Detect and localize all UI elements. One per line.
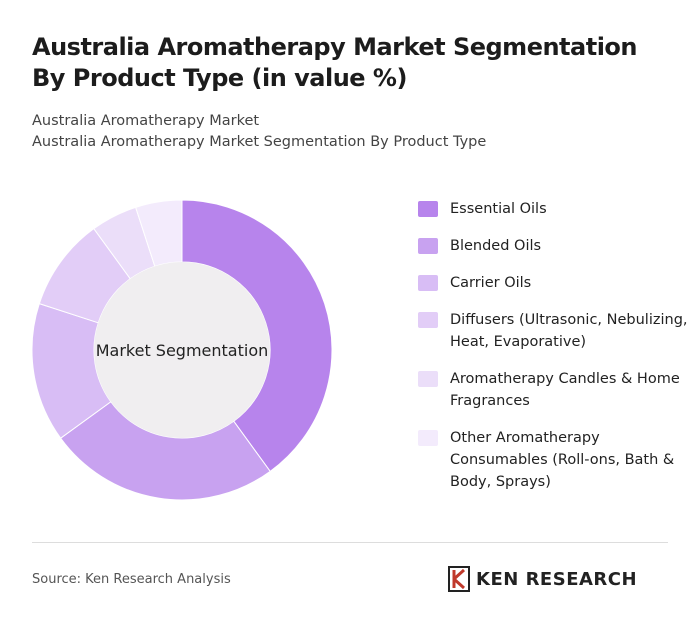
legend: Essential Oils Blended Oils Carrier Oils Di… (418, 198, 688, 508)
legend-label: Other Aromatherapy Consumables (Roll-ons… (450, 430, 675, 490)
brand-name: KEN RESEARCH (476, 568, 638, 590)
legend-item: Other Aromatherapy Consumables (Roll-ons… (418, 427, 688, 493)
legend-item: Essential Oils (418, 198, 688, 220)
legend-label: Aromatherapy Candles & Home Fragrances (450, 371, 680, 409)
legend-item: Blended Oils (418, 235, 688, 257)
legend-item: Carrier Oils (418, 272, 688, 294)
donut-chart: Market Segmentation (31, 199, 333, 501)
center-label: Market Segmentation (96, 341, 269, 360)
logo-icon (448, 566, 470, 592)
legend-item: Diffusers (Ultrasonic, Nebulizing, Heat,… (418, 309, 688, 353)
legend-label: Essential Oils (450, 201, 547, 217)
legend-swatch (418, 275, 438, 291)
legend-swatch (418, 430, 438, 446)
subtitle: Australia Aromatherapy Market Segmentati… (32, 134, 487, 150)
legend-item: Aromatherapy Candles & Home Fragrances (418, 368, 688, 412)
legend-swatch (418, 238, 438, 254)
subtitle: Australia Aromatherapy Market (32, 113, 260, 129)
legend-label: Diffusers (Ultrasonic, Nebulizing, Heat,… (450, 312, 688, 350)
source: Source: Ken Research Analysis (32, 572, 231, 587)
legend-label: Carrier Oils (450, 275, 532, 291)
chart-title: Australia Aromatherapy Market Segmentati… (32, 33, 638, 92)
brand-logo: KEN RESEARCH (448, 566, 637, 592)
legend-label: Blended Oils (450, 238, 542, 254)
legend-swatch (418, 201, 438, 217)
donut-hole (94, 262, 270, 438)
legend-swatch (418, 312, 438, 328)
divider (32, 542, 668, 543)
legend-swatch (418, 371, 438, 387)
